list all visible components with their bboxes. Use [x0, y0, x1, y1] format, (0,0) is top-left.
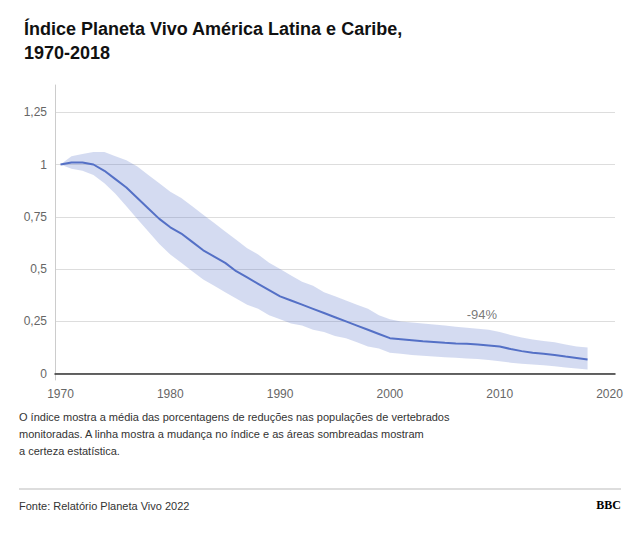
svg-text:0,25: 0,25: [24, 314, 48, 328]
svg-text:2010: 2010: [486, 387, 513, 401]
svg-text:1990: 1990: [267, 387, 294, 401]
svg-text:1: 1: [40, 158, 47, 172]
svg-text:2000: 2000: [377, 387, 404, 401]
svg-text:BBC: BBC: [596, 498, 621, 512]
svg-text:-94%: -94%: [467, 307, 498, 322]
svg-text:1970-2018: 1970-2018: [24, 43, 110, 63]
svg-text:1970: 1970: [47, 387, 74, 401]
svg-text:0: 0: [40, 367, 47, 381]
svg-text:2020: 2020: [596, 387, 623, 401]
svg-text:0,75: 0,75: [24, 210, 48, 224]
svg-text:Índice Planeta Vivo América La: Índice Planeta Vivo América Latina e Car…: [24, 18, 402, 39]
svg-text:Fonte: Relatório Planeta Vivo: Fonte: Relatório Planeta Vivo 2022: [19, 500, 189, 512]
svg-text:1,25: 1,25: [24, 105, 48, 119]
svg-text:0,5: 0,5: [30, 262, 47, 276]
svg-text:a certeza estatística.: a certeza estatística.: [19, 445, 120, 457]
svg-text:1980: 1980: [157, 387, 184, 401]
svg-text:monitoradas. A linha mostra a: monitoradas. A linha mostra a mudança no…: [19, 428, 424, 440]
svg-text:O índice mostra a média das po: O índice mostra a média das porcentagens…: [19, 411, 450, 423]
